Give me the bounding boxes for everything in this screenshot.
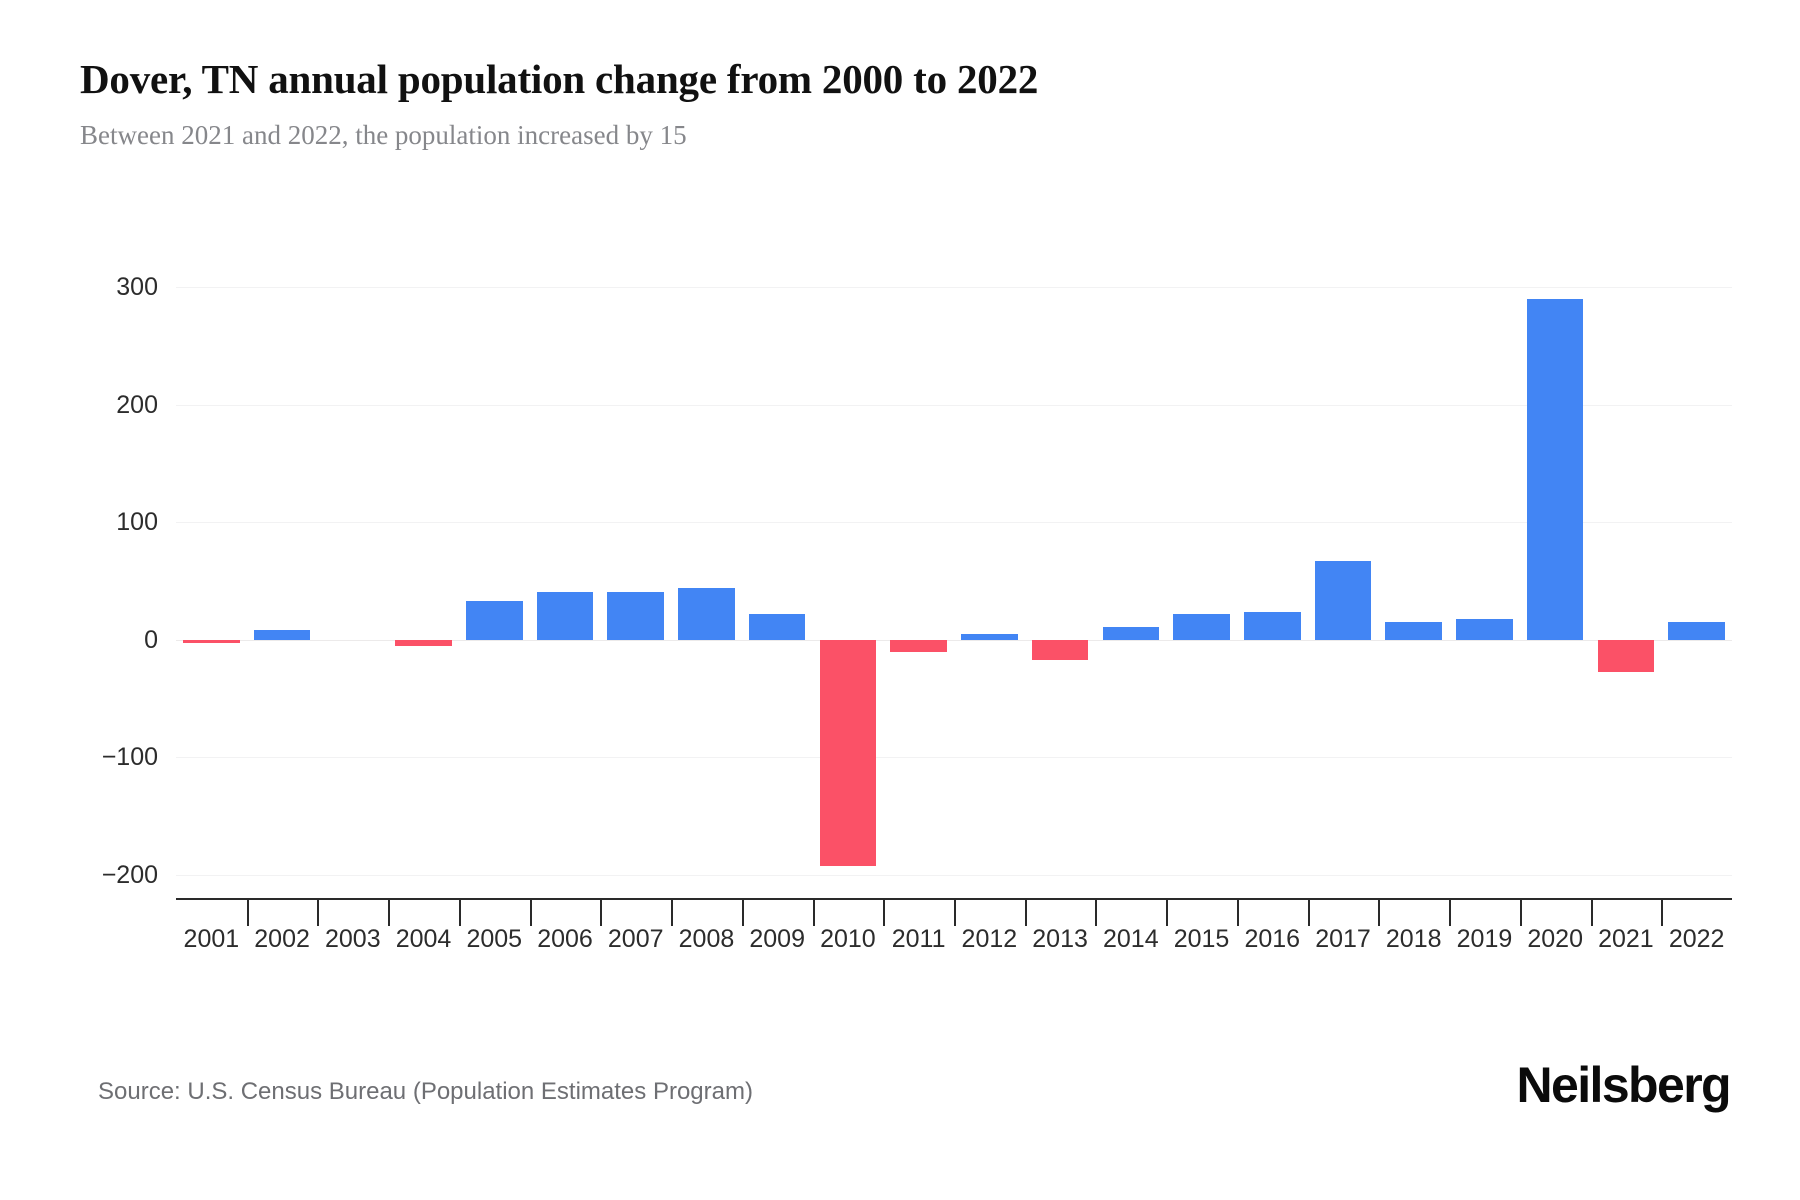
x-axis-tick-label-2012: 2012 — [961, 925, 1018, 953]
x-axis-tick-label-2002: 2002 — [254, 925, 310, 953]
x-axis-tick-label-2004: 2004 — [395, 925, 452, 953]
y-axis-tick-label: 200 — [116, 390, 158, 419]
bar-2012[interactable] — [961, 633, 1018, 640]
bar-2008[interactable] — [678, 588, 735, 640]
x-axis-tick-mark — [529, 900, 532, 926]
gridline-300 — [176, 287, 1732, 288]
bar-2010[interactable] — [819, 639, 877, 866]
x-axis-tick-mark — [812, 900, 815, 926]
x-axis-tick-label-2006: 2006 — [537, 925, 593, 953]
x-axis-tick-mark — [1307, 900, 1310, 926]
x-axis-tick-mark — [671, 900, 674, 926]
gridline--100 — [176, 757, 1732, 759]
bar-2009[interactable] — [748, 613, 806, 640]
bar-2018[interactable] — [1385, 622, 1442, 640]
x-axis-tick-label-2017: 2017 — [1315, 925, 1371, 953]
x-axis-tick-label-2003: 2003 — [325, 925, 381, 953]
x-axis-tick-mark — [600, 900, 603, 926]
plot-area — [176, 287, 1732, 876]
x-axis-tick-mark — [1590, 900, 1593, 926]
bar-2004[interactable] — [395, 639, 452, 646]
x-axis-tick-label-2022: 2022 — [1668, 925, 1725, 953]
x-axis-tick-label-2018: 2018 — [1385, 925, 1442, 953]
x-axis-tick-label-2008: 2008 — [678, 925, 735, 953]
gridline--200 — [176, 875, 1732, 876]
gridline-0 — [176, 639, 1732, 641]
x-axis-tick-mark — [954, 900, 956, 926]
bar-2005[interactable] — [465, 600, 523, 640]
bar-2020[interactable] — [1526, 298, 1584, 640]
bar-2003[interactable] — [325, 637, 382, 640]
bar-2002[interactable] — [253, 630, 311, 640]
bar-2019[interactable] — [1456, 618, 1513, 640]
bar-2016[interactable] — [1243, 611, 1301, 640]
source-note: Source: U.S. Census Bureau (Population E… — [98, 1078, 753, 1105]
x-axis-tick-mark — [1236, 900, 1239, 926]
gridline-100 — [176, 522, 1732, 524]
x-axis-tick-mark — [1166, 900, 1169, 926]
gridline-200 — [176, 404, 1732, 406]
y-axis-tick-label: −200 — [101, 861, 158, 889]
bar-2022[interactable] — [1668, 622, 1725, 640]
bar-2001[interactable] — [183, 639, 240, 644]
x-axis-tick-mark — [1519, 900, 1522, 926]
bar-2021[interactable] — [1597, 639, 1655, 672]
page-subtitle: Between 2021 and 2022, the population in… — [80, 120, 687, 150]
x-axis-tick-mark — [1661, 900, 1664, 926]
x-axis-tick-label-2009: 2009 — [749, 925, 805, 953]
bar-2007[interactable] — [607, 591, 664, 640]
x-axis-tick-label-2020: 2020 — [1527, 925, 1583, 953]
x-axis-tick-label-2019: 2019 — [1456, 925, 1513, 953]
bar-2015[interactable] — [1173, 613, 1230, 640]
x-axis-tick-label-2010: 2010 — [820, 925, 876, 953]
x-axis-tick-mark — [317, 900, 320, 926]
x-axis-tick-mark — [741, 900, 744, 926]
page-title: Dover, TN annual population change from … — [80, 56, 1039, 102]
x-axis-tick-mark — [1378, 900, 1381, 926]
bar-2014[interactable] — [1102, 626, 1160, 640]
x-axis-tick-label-2013: 2013 — [1032, 925, 1088, 953]
x-axis-tick-label-2016: 2016 — [1244, 925, 1301, 953]
x-axis-tick-mark — [1449, 900, 1452, 926]
y-axis-tick-label: −100 — [101, 743, 158, 772]
y-axis-tick-label: 0 — [144, 625, 158, 654]
x-axis-tick-label-2005: 2005 — [466, 925, 523, 953]
x-axis-tick-label-2021: 2021 — [1598, 925, 1654, 953]
x-axis-tick-mark — [1024, 900, 1027, 926]
x-axis-tick-mark — [388, 900, 391, 926]
bar-2013[interactable] — [1031, 639, 1089, 660]
x-axis-tick-label-2014: 2014 — [1103, 925, 1159, 953]
x-axis-tick-label-2015: 2015 — [1173, 925, 1230, 953]
x-axis-tick-label-2007: 2007 — [607, 925, 664, 953]
x-axis-tick-mark — [458, 900, 461, 926]
x-axis-tick-mark — [883, 900, 886, 926]
y-axis-tick-label: 300 — [116, 273, 158, 301]
neilsberg-logo: Neilsberg — [1516, 1057, 1732, 1113]
x-axis-tick-mark — [246, 900, 249, 926]
x-axis-tick-label-2011: 2011 — [891, 925, 946, 953]
bar-2006[interactable] — [536, 591, 594, 640]
x-axis-tick-label-2001: 2001 — [183, 925, 240, 953]
x-axis-line — [176, 898, 1732, 900]
x-axis-tick-mark — [1095, 900, 1098, 926]
bar-2011[interactable] — [890, 639, 947, 652]
bar-2017[interactable] — [1314, 561, 1372, 640]
y-axis-tick-label: 100 — [116, 508, 158, 537]
bars-layer — [176, 287, 1732, 875]
